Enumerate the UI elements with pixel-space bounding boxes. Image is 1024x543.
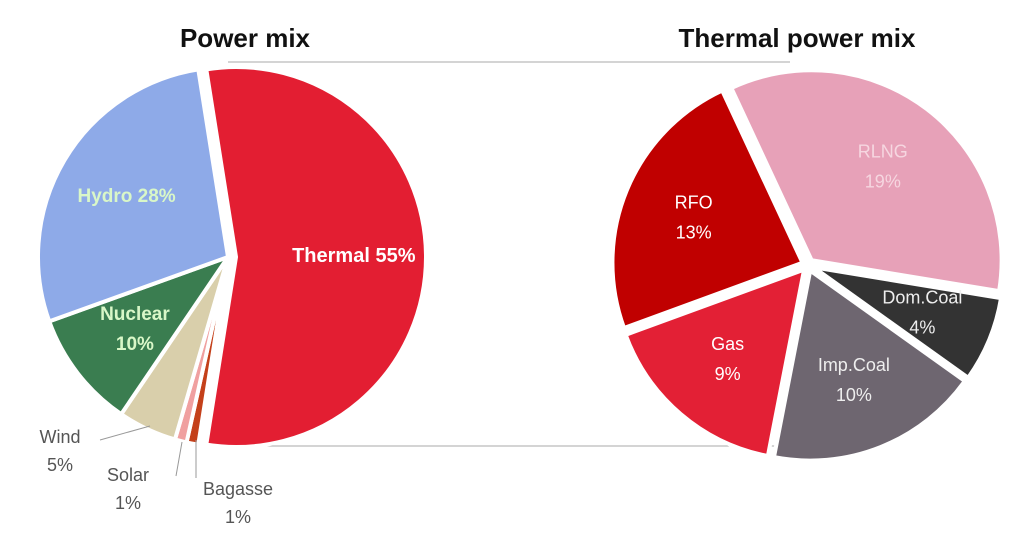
data-label: Imp.Coal 10% <box>818 355 890 405</box>
category-label: Imp.Coal <box>818 355 890 375</box>
category-label: RFO <box>675 192 713 212</box>
value-label: 28% <box>138 186 176 207</box>
value-label: 10% <box>836 385 872 405</box>
value-label: 13% <box>676 222 712 242</box>
category-label: Gas <box>711 334 744 354</box>
category-label: Solar <box>107 465 149 485</box>
value-label: 19% <box>865 171 901 191</box>
pie-slice <box>610 87 806 331</box>
pie-slice <box>812 265 1004 381</box>
data-label: Dom.Coal 4% <box>882 287 962 337</box>
value-label: 4% <box>909 317 935 337</box>
pie-slice <box>36 67 231 324</box>
pie-slice <box>203 65 428 449</box>
value-label: 9% <box>715 364 741 384</box>
data-label: Thermal 55% <box>292 245 416 267</box>
chart-title: Thermal power mix <box>679 23 916 53</box>
value-label: 1% <box>225 507 251 527</box>
data-label: RLNG 19% <box>858 141 908 191</box>
data-label: RFO 13% <box>675 192 713 242</box>
data-label: Solar 1% <box>107 465 149 513</box>
chart-title: Power mix <box>180 23 311 53</box>
category-label: Dom.Coal <box>882 287 962 307</box>
category-label: Wind <box>39 427 80 447</box>
data-label: Gas 9% <box>711 334 744 384</box>
pie-slice <box>623 266 807 459</box>
value-label: 5% <box>47 455 73 475</box>
category-label: Nuclear <box>100 304 170 325</box>
value-label: 1% <box>115 493 141 513</box>
category-label: Hydro <box>77 186 132 207</box>
category-label: RLNG <box>858 141 908 161</box>
value-label: 10% <box>116 334 154 355</box>
data-label: Wind 5% <box>39 427 80 475</box>
data-label: Hydro 28% <box>77 186 175 207</box>
category-label: Bagasse <box>203 479 273 499</box>
pie-slice <box>46 253 234 417</box>
category-label: Thermal <box>292 245 370 267</box>
value-label: 55% <box>375 245 415 267</box>
pie-slice <box>771 267 968 463</box>
data-label: Bagasse 1% <box>203 479 273 527</box>
leader-line <box>99 425 151 441</box>
pie-slice <box>728 68 1004 294</box>
data-label: Nuclear 10% <box>100 304 170 355</box>
leader-line <box>175 441 183 477</box>
